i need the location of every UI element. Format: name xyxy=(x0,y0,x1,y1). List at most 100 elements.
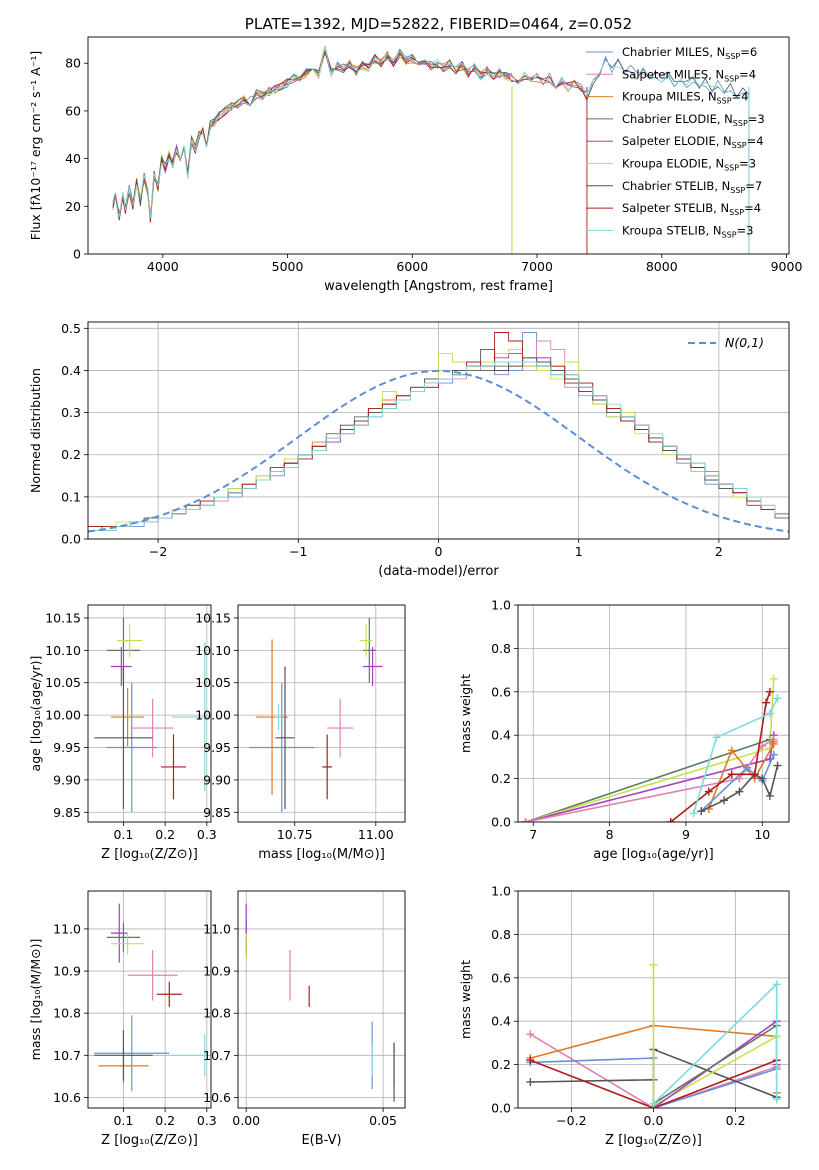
weight-marker xyxy=(727,770,736,779)
y-tick-label: 0.8 xyxy=(491,641,511,656)
legend: N(0,1) xyxy=(688,335,764,350)
spectrum-line xyxy=(112,49,587,223)
x-tick-label: 6000 xyxy=(396,259,428,274)
legend-label-sub: SSP xyxy=(729,208,744,217)
weight-marker xyxy=(765,791,774,800)
weight-line xyxy=(530,1059,777,1108)
chart-spectrum: 4000 5000 6000 7000 8000 9000 0 20 40 60 80 wavelen… xyxy=(28,15,802,294)
legend-label-sub: SSP xyxy=(722,230,737,239)
x-tick-label: 4000 xyxy=(147,259,179,274)
axes-frame xyxy=(87,321,790,540)
histogram-step xyxy=(88,353,789,532)
y-tick-label: 10.00 xyxy=(45,708,81,723)
y-axis-label: Normed distribution xyxy=(28,368,43,493)
x-tick-label: 0.2 xyxy=(155,827,175,842)
x-tick-label: 7 xyxy=(529,827,537,842)
legend-label: Kroupa STELIB, NSSP=3 xyxy=(622,223,753,239)
x-tick-label: 0.3 xyxy=(197,1113,217,1128)
ticks: 10.75 11.00 9.85 9.90 9.95 10.00 10.05 10.10 10.… xyxy=(195,610,394,842)
gridlines xyxy=(88,605,211,822)
plot-area xyxy=(88,332,789,533)
legend-label: N(0,1) xyxy=(725,335,764,350)
y-tick-label: 11.0 xyxy=(53,921,81,936)
weight-marker xyxy=(769,750,778,759)
y-tick-label: 10.15 xyxy=(45,610,81,625)
x-tick-label: 0 xyxy=(435,544,443,559)
y-tick-label: 0.4 xyxy=(491,1014,511,1029)
y-tick-label: 0.2 xyxy=(491,1057,511,1072)
weight-marker xyxy=(769,674,778,683)
legend-label: Kroupa ELODIE, NSSP=3 xyxy=(622,157,756,173)
weight-marker xyxy=(526,1030,535,1039)
legend-label-end: =3 xyxy=(737,223,754,237)
legend-label-sub: SSP xyxy=(717,97,732,106)
y-axis-label: Flux [fλ10⁻¹⁷ erg cm⁻² s⁻¹ A⁻¹] xyxy=(28,51,43,240)
plot-area xyxy=(526,960,781,1108)
x-tick-label: −1 xyxy=(289,544,307,559)
legend-label-end: =4 xyxy=(739,67,756,81)
y-tick-label: 10.00 xyxy=(195,708,231,723)
y-tick-label: 60 xyxy=(65,103,81,118)
weight-marker xyxy=(649,960,658,969)
x-tick-label: −0.2 xyxy=(556,1113,586,1128)
ticks: 4000 5000 6000 7000 8000 9000 0 20 40 60 80 xyxy=(65,56,802,274)
x-axis-label: age [log₁₀(age/yr)] xyxy=(593,847,714,862)
legend-label-end: =4 xyxy=(744,201,761,215)
weight-marker xyxy=(762,698,771,707)
legend-label-sub: SSP xyxy=(732,141,747,150)
y-tick-label: 10.9 xyxy=(53,964,81,979)
y-tick-label: 10.9 xyxy=(203,964,231,979)
y-tick-label: 0.0 xyxy=(491,1101,511,1116)
y-tick-label: 0.4 xyxy=(61,363,81,378)
weight-marker xyxy=(758,774,767,783)
legend-label: Salpeter ELODIE, NSSP=4 xyxy=(622,134,764,150)
weight-marker xyxy=(772,980,781,989)
weight-marker xyxy=(689,809,698,818)
histogram-step xyxy=(88,361,789,527)
y-tick-label: 10.8 xyxy=(53,1006,81,1021)
weight-line xyxy=(652,982,778,1105)
weight-marker xyxy=(772,1095,781,1104)
legend-label-sub: SSP xyxy=(724,164,739,173)
legend-label-main: Salpeter STELIB, N xyxy=(622,201,729,215)
legend-label-end: =4 xyxy=(747,134,764,148)
chart-z_vs_age: 0.1 0.2 0.3 9.85 9.90 9.95 10.00 10.05 10.10 10.1… xyxy=(28,604,217,862)
y-tick-label: 10.10 xyxy=(195,643,231,658)
weight-marker xyxy=(750,770,759,779)
histogram-step xyxy=(88,340,789,532)
weight-line xyxy=(525,738,771,822)
weight-marker xyxy=(704,787,713,796)
normal-curve xyxy=(88,369,789,533)
y-tick-label: 11.0 xyxy=(203,921,231,936)
legend-label: Chabrier STELIB, NSSP=7 xyxy=(622,179,762,195)
weight-marker xyxy=(697,807,706,816)
weight-marker xyxy=(720,796,729,805)
y-tick-label: 0.2 xyxy=(491,771,511,786)
x-axis-label: Z [log₁₀(Z/Z⊙)] xyxy=(605,1133,702,1148)
x-tick-label: 7000 xyxy=(521,259,553,274)
y-tick-label: 0.6 xyxy=(491,970,511,985)
weight-marker xyxy=(649,1099,658,1108)
spectrum-line xyxy=(112,47,750,219)
legend-label-sub: SSP xyxy=(725,52,740,61)
plot-area xyxy=(245,903,395,1102)
y-tick-label: 10.8 xyxy=(203,1006,231,1021)
legend-label-main: Kroupa STELIB, N xyxy=(622,223,722,237)
x-tick-label: 0.1 xyxy=(113,827,133,842)
y-tick-label: 20 xyxy=(65,199,81,214)
spectrum-line xyxy=(112,49,513,218)
weight-marker xyxy=(765,687,774,696)
x-axis-label: mass [log₁₀(M/M⊙)] xyxy=(258,847,385,862)
y-tick-label: 9.95 xyxy=(203,740,231,755)
axes-frame xyxy=(517,890,790,1109)
y-tick-label: 9.85 xyxy=(53,805,81,820)
histogram-step xyxy=(88,361,789,532)
y-axis-label: mass [log₁₀(M/M⊙)] xyxy=(28,939,43,1061)
gridlines xyxy=(238,891,405,1108)
y-axis-label: age [log₁₀(age/yr)] xyxy=(28,656,43,772)
y-tick-label: 0.5 xyxy=(61,321,81,336)
y-tick-label: 10.05 xyxy=(45,675,81,690)
plot-area xyxy=(94,903,211,1092)
x-axis-label: E(B-V) xyxy=(301,1133,341,1148)
chart-ebv_vs_mass: 0.00 0.05 10.6 10.7 10.8 10.9 11.0 E(B-V) xyxy=(203,890,406,1148)
